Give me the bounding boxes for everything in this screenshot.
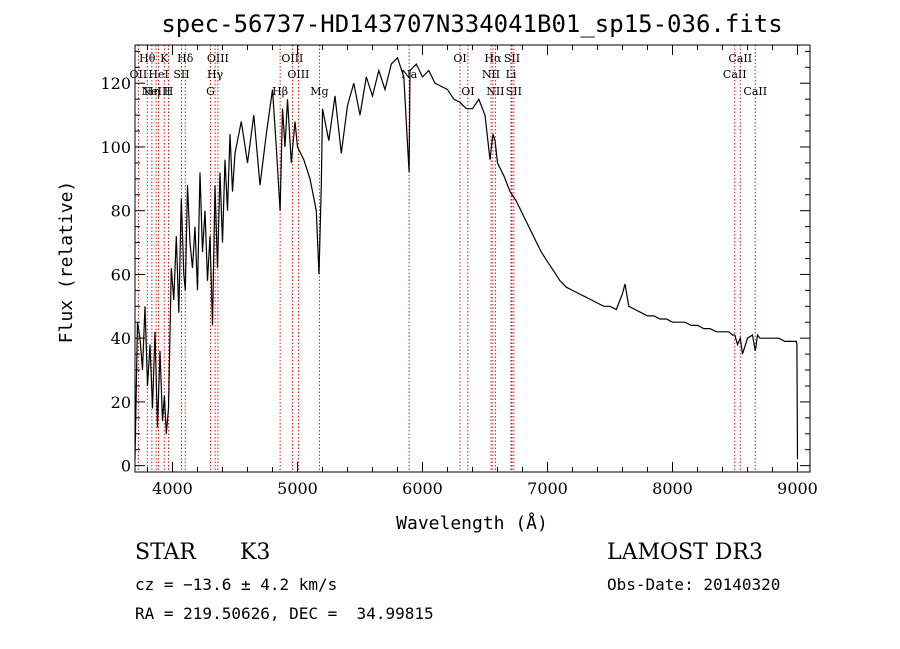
spectral-line-label: G — [206, 85, 215, 98]
spectral-line-label: OIII — [281, 52, 303, 65]
spectral-line-label: NII — [486, 85, 504, 98]
spectral-line-label: SII — [506, 85, 522, 98]
spectral-line-label: Hα — [484, 52, 502, 65]
spectral-line-label: OI — [461, 85, 474, 98]
spectral-line-label: CaII — [723, 68, 747, 81]
y-tick-label: 120 — [100, 74, 131, 93]
y-axis-label: Flux (relative) — [56, 181, 77, 344]
line-labels-layer: HθHηOIINeIIIHeIKHSIIHδGHγOIIIHβOIIIOIIIM… — [130, 52, 768, 98]
axis-ticks-layer: 4000 5000 6000 7000 8000 9000 0 20 40 60 80 100 120 — [100, 45, 818, 498]
spectral-line-label: Li — [506, 68, 517, 81]
x-tick-label: 6000 — [402, 479, 443, 498]
spectral-line-label: NII — [482, 68, 500, 81]
spectral-line-label: Hδ — [177, 52, 194, 65]
spectral-line-label: Hγ — [207, 68, 224, 81]
object-subclass: K3 — [240, 540, 271, 565]
spectral-line-label: Hη — [144, 85, 160, 98]
spectral-line-label: NeIII — [142, 85, 171, 98]
spectral-line-label: Na — [401, 68, 418, 81]
coordinates: RA = 219.50626, DEC = 34.99815 — [135, 604, 434, 623]
y-tick-label: 60 — [111, 265, 131, 284]
redshift-info: cz = −13.6 ± 4.2 km/s — [135, 575, 338, 594]
y-tick-label: 20 — [111, 393, 131, 412]
spectral-line-label: Hβ — [272, 85, 288, 98]
x-axis-label: Wavelength (Å) — [396, 512, 548, 534]
object-class: STAR — [135, 540, 196, 565]
spectral-line-label: OIII — [207, 52, 229, 65]
x-tick-label: 4000 — [152, 479, 193, 498]
spectral-line-label: Hθ — [139, 52, 156, 65]
spectral-line-label: OII — [130, 68, 148, 81]
y-tick-label: 80 — [111, 202, 131, 221]
spectral-line-label: SII — [173, 68, 189, 81]
spectral-line-label: OI — [453, 52, 466, 65]
spectral-line-label: H — [164, 85, 174, 98]
spectral-line-label: CaII — [743, 85, 767, 98]
spectral-line-label: OIII — [287, 68, 309, 81]
spectral-line-label: HeI — [148, 68, 168, 81]
x-tick-label: 9000 — [777, 479, 818, 498]
x-tick-label: 5000 — [277, 479, 318, 498]
spectral-line-label: K — [160, 52, 169, 65]
spectral-line-label: CaII — [728, 52, 752, 65]
survey-name: LAMOST DR3 — [607, 540, 763, 565]
y-tick-label: 100 — [100, 138, 131, 157]
observation-date: Obs-Date: 20140320 — [607, 575, 781, 594]
flux-series-line — [134, 56, 799, 460]
spectral-line-label: SII — [504, 52, 520, 65]
x-tick-label: 7000 — [527, 479, 568, 498]
y-tick-label: 0 — [121, 457, 131, 476]
spectral-line-label: Mg — [310, 85, 328, 98]
x-tick-label: 8000 — [652, 479, 693, 498]
y-tick-label: 40 — [111, 329, 131, 348]
chart-title: spec-56737-HD143707N334041B01_sp15-036.f… — [161, 10, 782, 38]
